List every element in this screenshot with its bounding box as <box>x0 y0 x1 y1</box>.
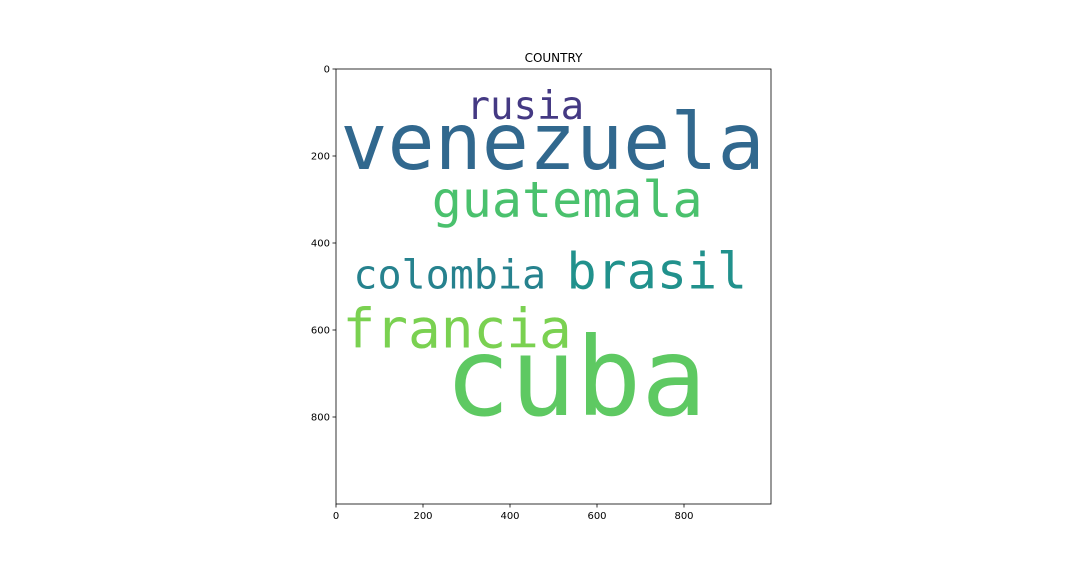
y-axis-ticks: 0 200 400 600 800 <box>311 65 336 424</box>
word-venezuela: venezuela <box>340 97 764 188</box>
y-tick-label: 600 <box>311 326 330 337</box>
x-tick-label: 0 <box>333 511 339 522</box>
x-axis-ticks: 0 200 400 600 800 <box>333 504 694 522</box>
chart-title: COUNTRY <box>525 51 583 65</box>
word-francia: francia <box>343 297 572 360</box>
word-guatemala: guatemala <box>432 171 703 229</box>
axes-frame <box>335 68 772 505</box>
word-colombia: colombia <box>353 253 546 299</box>
y-tick-label: 0 <box>324 65 330 76</box>
y-tick-label: 200 <box>311 152 330 163</box>
word-rusia: rusia <box>467 84 585 129</box>
x-tick-label: 200 <box>413 511 432 522</box>
x-tick-label: 800 <box>674 511 693 522</box>
word-cuba: cuba <box>445 314 707 441</box>
y-tick-label: 400 <box>311 239 330 250</box>
x-tick-label: 400 <box>500 511 519 522</box>
x-tick-label: 600 <box>587 511 606 522</box>
word-brasil: brasil <box>567 243 748 301</box>
y-tick-label: 800 <box>311 413 330 424</box>
